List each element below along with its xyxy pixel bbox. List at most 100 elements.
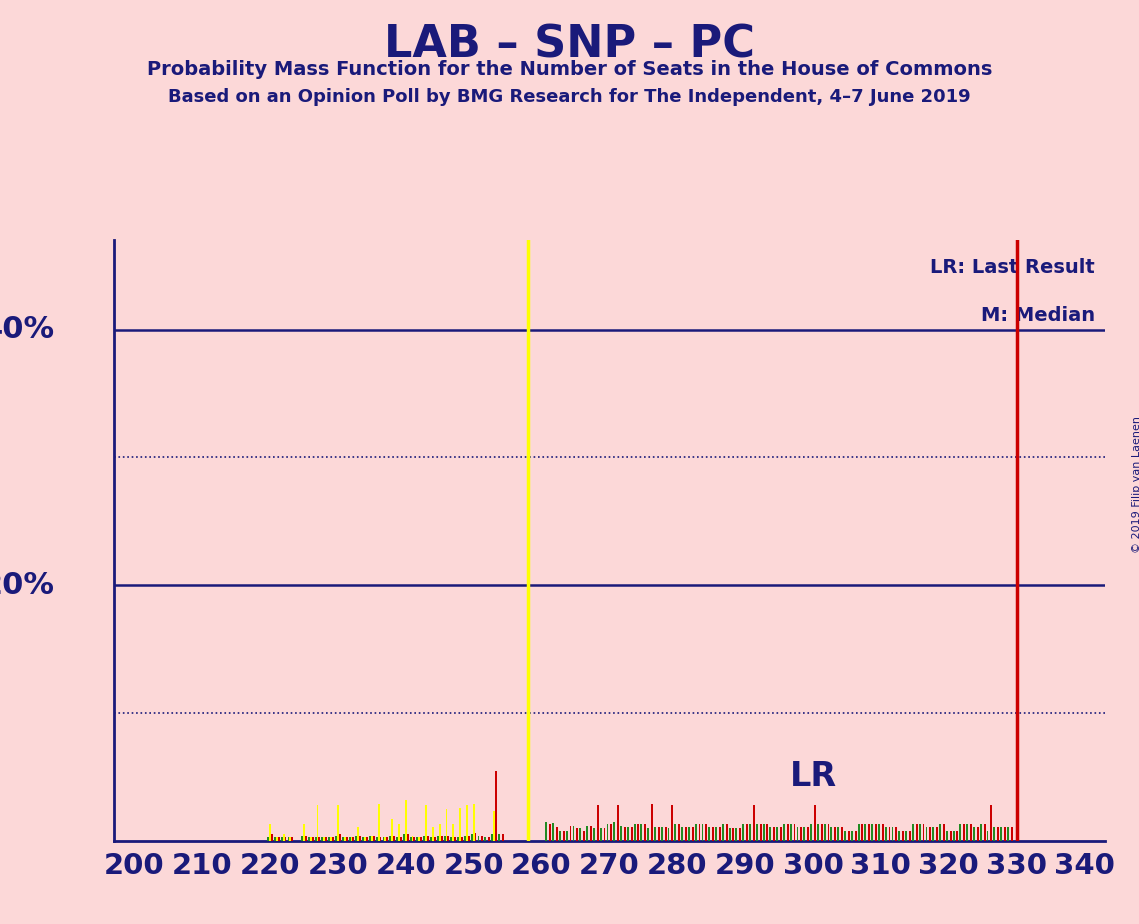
Bar [411, 835, 413, 841]
Bar [566, 831, 567, 841]
Bar [991, 805, 992, 841]
Bar [310, 837, 312, 841]
Bar [789, 824, 792, 841]
Bar [464, 835, 466, 841]
Bar [396, 837, 398, 841]
Bar [939, 824, 941, 841]
Bar [400, 837, 402, 841]
Bar [466, 805, 468, 841]
Bar [902, 831, 904, 841]
Bar [654, 827, 656, 841]
Bar [980, 824, 982, 841]
Bar [756, 824, 757, 841]
Bar [301, 835, 303, 841]
Bar [732, 828, 735, 841]
Bar [916, 824, 918, 841]
Bar [892, 827, 893, 841]
Bar [338, 834, 341, 841]
Bar [454, 837, 456, 841]
Bar [345, 837, 347, 841]
Bar [986, 831, 989, 841]
Bar [973, 827, 975, 841]
Bar [583, 831, 585, 841]
Bar [391, 819, 393, 841]
Bar [909, 831, 911, 841]
Bar [667, 828, 670, 841]
Bar [549, 824, 551, 841]
Bar [470, 834, 473, 841]
Bar [895, 827, 898, 841]
Bar [719, 827, 721, 841]
Bar [323, 837, 326, 841]
Bar [736, 828, 737, 841]
Bar [993, 827, 995, 841]
Text: M: Median: M: Median [981, 307, 1095, 325]
Bar [957, 831, 958, 841]
Bar [847, 831, 850, 841]
Text: 40%: 40% [0, 315, 55, 345]
Bar [597, 805, 599, 841]
Bar [305, 835, 306, 841]
Bar [702, 824, 704, 841]
Bar [282, 834, 285, 841]
Bar [821, 824, 822, 841]
Bar [287, 837, 289, 841]
Bar [695, 824, 697, 841]
Bar [919, 824, 920, 841]
Bar [871, 824, 874, 841]
Bar [364, 837, 366, 841]
Bar [379, 837, 382, 841]
Bar [383, 837, 385, 841]
Bar [936, 827, 939, 841]
Bar [854, 831, 857, 841]
Bar [698, 824, 700, 841]
Bar [933, 827, 934, 841]
Bar [763, 824, 764, 841]
Bar [810, 824, 812, 841]
Bar [378, 804, 379, 841]
Bar [613, 821, 615, 841]
Bar [491, 834, 493, 841]
Bar [743, 824, 744, 841]
Bar [1010, 827, 1013, 841]
Bar [722, 824, 723, 841]
Bar [445, 808, 448, 841]
Bar [457, 837, 459, 841]
Bar [371, 835, 372, 841]
Bar [312, 837, 313, 841]
Bar [498, 834, 500, 841]
Bar [814, 805, 816, 841]
Bar [493, 811, 495, 841]
Bar [563, 831, 565, 841]
Bar [420, 837, 423, 841]
Bar [753, 805, 755, 841]
Bar [851, 831, 853, 841]
Bar [739, 828, 741, 841]
Bar [459, 808, 461, 841]
Bar [964, 824, 965, 841]
Bar [501, 834, 503, 841]
Bar [631, 827, 632, 841]
Bar [688, 827, 690, 841]
Bar [587, 825, 588, 841]
Bar [997, 827, 999, 841]
Bar [439, 824, 441, 841]
Bar [801, 827, 802, 841]
Bar [333, 837, 334, 841]
Bar [796, 827, 798, 841]
Bar [349, 837, 351, 841]
Bar [633, 824, 636, 841]
Text: Probability Mass Function for the Number of Seats in the House of Commons: Probability Mass Function for the Number… [147, 60, 992, 79]
Bar [640, 824, 642, 841]
Bar [359, 835, 361, 841]
Bar [473, 804, 475, 841]
Bar [776, 827, 778, 841]
Bar [671, 805, 673, 841]
Bar [432, 827, 434, 841]
Bar [390, 835, 391, 841]
Bar [366, 837, 368, 841]
Bar [708, 827, 711, 841]
Bar [580, 828, 581, 841]
Bar [868, 824, 870, 841]
Bar [326, 837, 327, 841]
